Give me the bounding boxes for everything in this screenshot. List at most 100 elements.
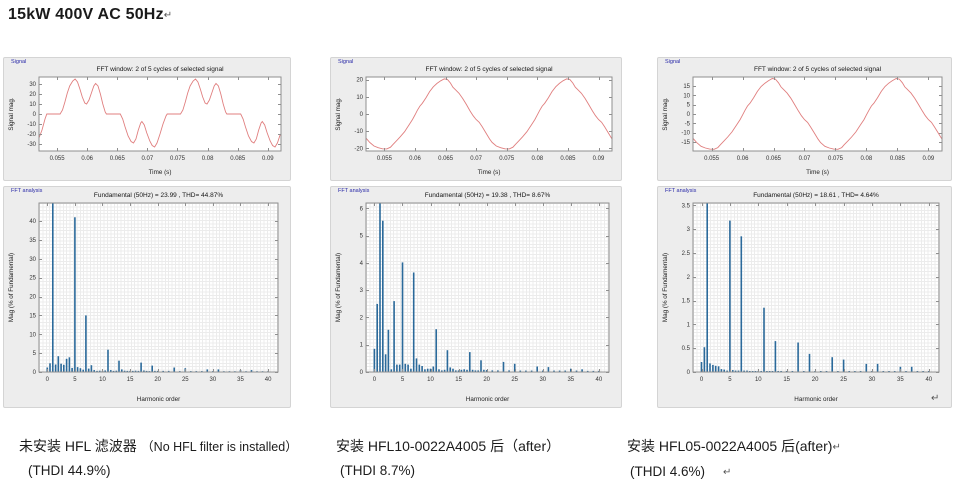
svg-text:25: 25 (511, 377, 518, 383)
caption-1-thdi: (THDI 44.9%) (28, 463, 111, 478)
svg-text:0.08: 0.08 (861, 156, 873, 162)
fft-panel-label: FFT analysis (336, 188, 372, 194)
svg-text:0.07: 0.07 (470, 156, 482, 162)
signal-panel-label: Signal (9, 59, 29, 65)
svg-text:0.065: 0.065 (110, 156, 126, 162)
svg-text:2: 2 (360, 316, 364, 322)
fft-panel-3: FFT analysis 0 5 10 15 20 25 30 35 40 0 0.5 1 1.5 2 2.… (657, 186, 952, 408)
svg-text:0.07: 0.07 (142, 156, 154, 162)
svg-text:5: 5 (728, 377, 732, 383)
svg-text:Harmonic order: Harmonic order (794, 396, 837, 403)
svg-text:0: 0 (33, 370, 37, 376)
signal-chart-1: 0.055 0.06 0.065 0.07 0.075 0.08 0.085 0.09 -30 -… (4, 58, 290, 180)
svg-text:40: 40 (265, 377, 272, 383)
svg-text:3: 3 (687, 227, 691, 233)
svg-text:10: 10 (29, 332, 36, 338)
signal-panel-label: Signal (336, 59, 356, 65)
fft-panel-2: FFT analysis 0 5 10 15 20 25 30 35 40 0 1 2 3 4 5 6 Fund… (330, 186, 622, 408)
svg-text:30: 30 (539, 377, 546, 383)
page-title-text: 15kW 400V AC 50Hz (8, 6, 164, 23)
svg-text:5: 5 (401, 377, 405, 383)
svg-text:10: 10 (29, 102, 36, 108)
svg-text:35: 35 (237, 377, 244, 383)
signal-chart-3: 0.055 0.06 0.065 0.07 0.075 0.08 0.085 0.09 -15 -… (658, 58, 951, 180)
svg-text:35: 35 (567, 377, 574, 383)
svg-text:0.06: 0.06 (81, 156, 93, 162)
svg-text:0.075: 0.075 (828, 156, 844, 162)
svg-text:5: 5 (360, 234, 364, 240)
svg-text:-10: -10 (354, 129, 363, 135)
caption-2-thdi: (THDI 8.7%) (340, 463, 416, 478)
svg-text:-10: -10 (681, 131, 690, 137)
svg-text:10: 10 (755, 377, 762, 383)
fft-chart-2: 0 5 10 15 20 25 30 35 40 0 1 2 3 4 5 6 Fundamental (50Hz… (331, 187, 621, 407)
svg-text:25: 25 (182, 377, 189, 383)
svg-text:35: 35 (897, 377, 904, 383)
svg-text:0.06: 0.06 (737, 156, 749, 162)
fft-chart-3: 0 5 10 15 20 25 30 35 40 0 0.5 1 1.5 2 2.5 3 3.5 Fundamen… (658, 187, 951, 407)
svg-text:0.085: 0.085 (560, 156, 576, 162)
svg-text:5: 5 (687, 103, 691, 109)
svg-text:FFT window: 2 of 5 cycles of s: FFT window: 2 of 5 cycles of selected si… (96, 66, 224, 73)
svg-text:35: 35 (29, 238, 36, 244)
svg-text:0.09: 0.09 (593, 156, 605, 162)
caption-3-line2: (THDI 4.6%) ↵ (630, 463, 731, 481)
svg-text:0.075: 0.075 (499, 156, 515, 162)
svg-text:-30: -30 (27, 142, 36, 148)
svg-text:0: 0 (687, 370, 691, 376)
svg-text:0: 0 (360, 112, 364, 118)
svg-text:0: 0 (360, 370, 364, 376)
svg-text:Fundamental (50Hz) = 19.38 , T: Fundamental (50Hz) = 19.38 , THD= 8.67% (425, 192, 551, 199)
svg-text:0: 0 (700, 377, 704, 383)
return-mark: ↵ (931, 393, 940, 404)
svg-text:5: 5 (73, 377, 77, 383)
svg-text:Fundamental (50Hz) = 23.99 , T: Fundamental (50Hz) = 23.99 , THD= 44.87% (94, 192, 223, 199)
svg-text:20: 20 (29, 92, 36, 98)
svg-text:0.065: 0.065 (766, 156, 782, 162)
svg-text:0.085: 0.085 (890, 156, 906, 162)
svg-text:0.075: 0.075 (170, 156, 186, 162)
svg-text:30: 30 (869, 377, 876, 383)
svg-text:0.09: 0.09 (262, 156, 274, 162)
caption-3-zh: 安装 HFL05-0022A4005 后(after) (627, 438, 833, 454)
svg-text:30: 30 (29, 257, 36, 263)
svg-text:6: 6 (360, 207, 364, 213)
svg-text:0.055: 0.055 (377, 156, 393, 162)
svg-text:0.055: 0.055 (704, 156, 720, 162)
svg-text:Signal mag.: Signal mag. (335, 97, 342, 131)
svg-text:Time (s): Time (s) (806, 169, 829, 176)
svg-text:FFT window: 2 of 5 cycles of s: FFT window: 2 of 5 cycles of selected si… (754, 66, 882, 73)
svg-text:40: 40 (29, 219, 36, 225)
svg-text:20: 20 (29, 295, 36, 301)
svg-text:20: 20 (812, 377, 819, 383)
svg-text:20: 20 (483, 377, 490, 383)
caption-3-line1: 安装 HFL05-0022A4005 后(after)↵ (627, 436, 841, 456)
svg-text:30: 30 (210, 377, 217, 383)
svg-text:Mag (% of Fundamental): Mag (% of Fundamental) (662, 253, 669, 322)
page-title: 15kW 400V AC 50Hz↵ (8, 6, 172, 24)
svg-text:Fundamental (50Hz) = 18.61 , T: Fundamental (50Hz) = 18.61 , THD= 4.64% (753, 192, 879, 199)
svg-text:Mag (% of Fundamental): Mag (% of Fundamental) (335, 253, 342, 322)
svg-text:3.5: 3.5 (682, 203, 691, 209)
svg-text:-20: -20 (27, 132, 36, 138)
svg-text:Harmonic order: Harmonic order (137, 396, 180, 403)
svg-text:15: 15 (455, 377, 462, 383)
svg-text:1: 1 (360, 343, 364, 349)
signal-panel-2: Signal 0.055 0.06 0.065 0.07 0.075 0.08 0.085 0… (330, 57, 622, 181)
svg-text:1.5: 1.5 (682, 299, 691, 305)
svg-text:-10: -10 (27, 122, 36, 128)
svg-text:20: 20 (356, 78, 363, 84)
svg-text:40: 40 (596, 377, 603, 383)
return-mark: ↵ (832, 442, 841, 453)
svg-text:0.055: 0.055 (50, 156, 66, 162)
svg-text:-15: -15 (681, 140, 690, 146)
svg-text:0.08: 0.08 (202, 156, 214, 162)
svg-text:25: 25 (29, 276, 36, 282)
caption-2-line1: 安装 HFL10-0022A4005 后（after） (336, 438, 561, 454)
svg-text:0.07: 0.07 (799, 156, 811, 162)
return-mark: ↵ (163, 10, 173, 21)
svg-text:1: 1 (687, 322, 691, 328)
svg-text:Time (s): Time (s) (478, 169, 501, 176)
svg-text:10: 10 (427, 377, 434, 383)
